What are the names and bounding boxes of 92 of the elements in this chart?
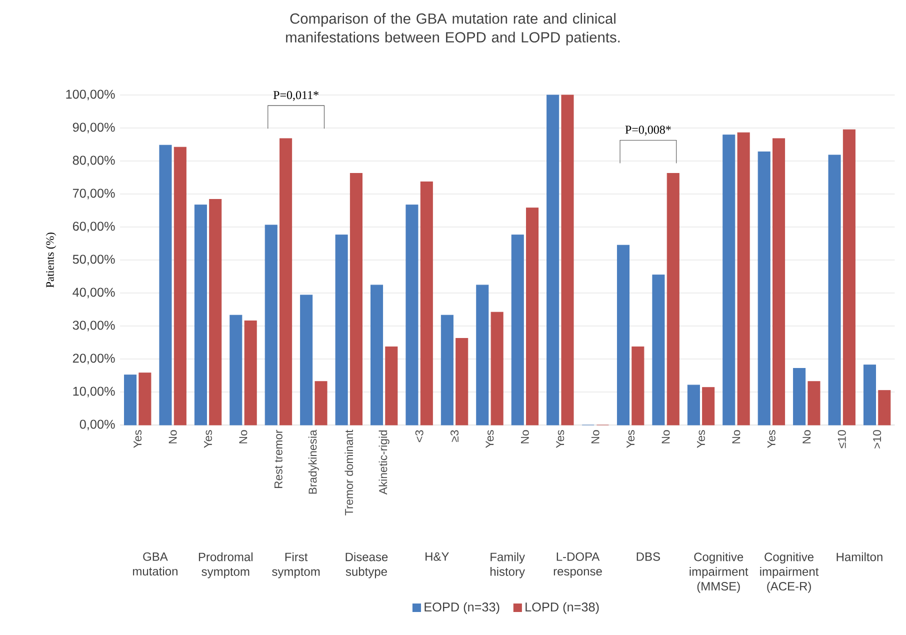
bar	[264, 224, 278, 426]
x-tick-label: Yes	[626, 430, 635, 448]
text: GBA mutation	[132, 552, 178, 576]
bar	[878, 390, 891, 426]
y-tick-label: 100,00%	[66, 90, 115, 100]
annotation: P=0,011*	[273, 91, 318, 101]
bar	[526, 208, 539, 426]
bar	[124, 374, 137, 426]
bar	[300, 294, 313, 426]
bar	[174, 146, 186, 426]
bar	[863, 364, 876, 426]
bar	[687, 384, 700, 426]
x-tick-label: Yes	[486, 430, 494, 448]
bar	[350, 172, 362, 426]
bar	[546, 94, 560, 426]
text: Disease subtype	[346, 552, 388, 578]
bar	[456, 338, 468, 426]
bar	[159, 144, 172, 426]
bar	[758, 151, 770, 426]
x-tick-label: No	[802, 430, 811, 444]
text: Prodromal symptom	[198, 552, 253, 578]
y-tick-label: 30,00%	[72, 320, 115, 332]
text: Family history	[490, 552, 525, 578]
chart-title: Comparison of the GBA mutation rate and clinical manifestations between EOPD and LOPD patients.	[286, 13, 620, 46]
x-tick-label: Akinetic-rigid	[378, 430, 390, 495]
x-tick-label: No	[239, 430, 248, 444]
x-tick-label: Yes	[204, 430, 212, 448]
bar	[194, 204, 207, 426]
bar	[406, 204, 418, 426]
x-tick-label: No	[520, 430, 529, 444]
y-tick-label: 10,00%	[73, 386, 115, 398]
x-tick-label: <3	[415, 430, 424, 442]
bar	[828, 154, 841, 426]
bar	[511, 234, 524, 426]
x-tick-label: Tremor dominant	[344, 430, 354, 516]
y-tick-label: 80,00%	[72, 156, 115, 166]
bar	[722, 134, 736, 426]
x-tick-label: No	[168, 430, 177, 444]
annotation: P=0,008*	[625, 126, 671, 136]
x-tick-label: ≥3	[450, 430, 459, 442]
bar	[702, 387, 715, 426]
x-tick-label: Yes	[697, 430, 705, 448]
y-tick-label: 70,00%	[72, 188, 115, 200]
text: Cognitive impairment (ACE-R)	[760, 552, 819, 593]
y-tick-label: 40,00%	[72, 288, 115, 298]
text: H&Y	[426, 552, 449, 561]
bar	[280, 138, 292, 426]
bar	[632, 346, 644, 426]
x-tick-label: Yes	[556, 430, 564, 448]
bar	[561, 94, 574, 426]
bar	[808, 381, 820, 426]
x-tick-label: No	[662, 430, 670, 444]
y-tick-label: 60,00%	[72, 222, 115, 232]
text: L-DOPA response	[554, 552, 602, 578]
bar	[772, 138, 786, 426]
y-tick-label: 90,00%	[72, 122, 115, 134]
bar	[737, 132, 750, 426]
x-tick-label: Yes	[767, 430, 776, 448]
x-tick-label: >10	[873, 430, 882, 448]
x-tick-label: Yes	[134, 430, 142, 448]
x-tick-label: Rest tremor	[274, 430, 282, 488]
text: Cognitive impairment (MMSE)	[690, 552, 748, 593]
bar	[793, 368, 806, 426]
text: Hamilton	[836, 552, 882, 562]
bar	[230, 314, 242, 426]
y-tick-label: 20,00%	[72, 354, 115, 364]
bar	[666, 172, 680, 426]
x-tick-label: Bradykinesia	[308, 430, 319, 494]
bar	[476, 284, 489, 426]
text: DBS	[636, 552, 660, 561]
bar	[652, 274, 665, 426]
bar	[440, 314, 454, 426]
bar	[490, 312, 504, 426]
y-tick-label: 50,00%	[72, 254, 115, 266]
x-tick-label: No	[732, 430, 740, 444]
bar	[842, 129, 856, 426]
bar	[616, 244, 630, 426]
y-tick-label: 0,00%	[80, 420, 115, 430]
legend-label: LOPD (n=38)	[526, 602, 599, 614]
bar	[138, 372, 152, 426]
bar	[335, 234, 348, 426]
x-tick-label: No	[591, 430, 600, 444]
x-tick-label: ≤10	[838, 430, 846, 448]
bar	[314, 381, 328, 426]
bar	[244, 320, 257, 426]
bar	[420, 182, 433, 426]
bar	[385, 346, 398, 426]
bar	[370, 284, 384, 426]
legend-label: EOPD (n=33)	[424, 602, 500, 614]
bar	[209, 199, 222, 426]
text: First symptom	[272, 552, 320, 578]
y-axis-title: Patients (%)	[46, 232, 56, 288]
